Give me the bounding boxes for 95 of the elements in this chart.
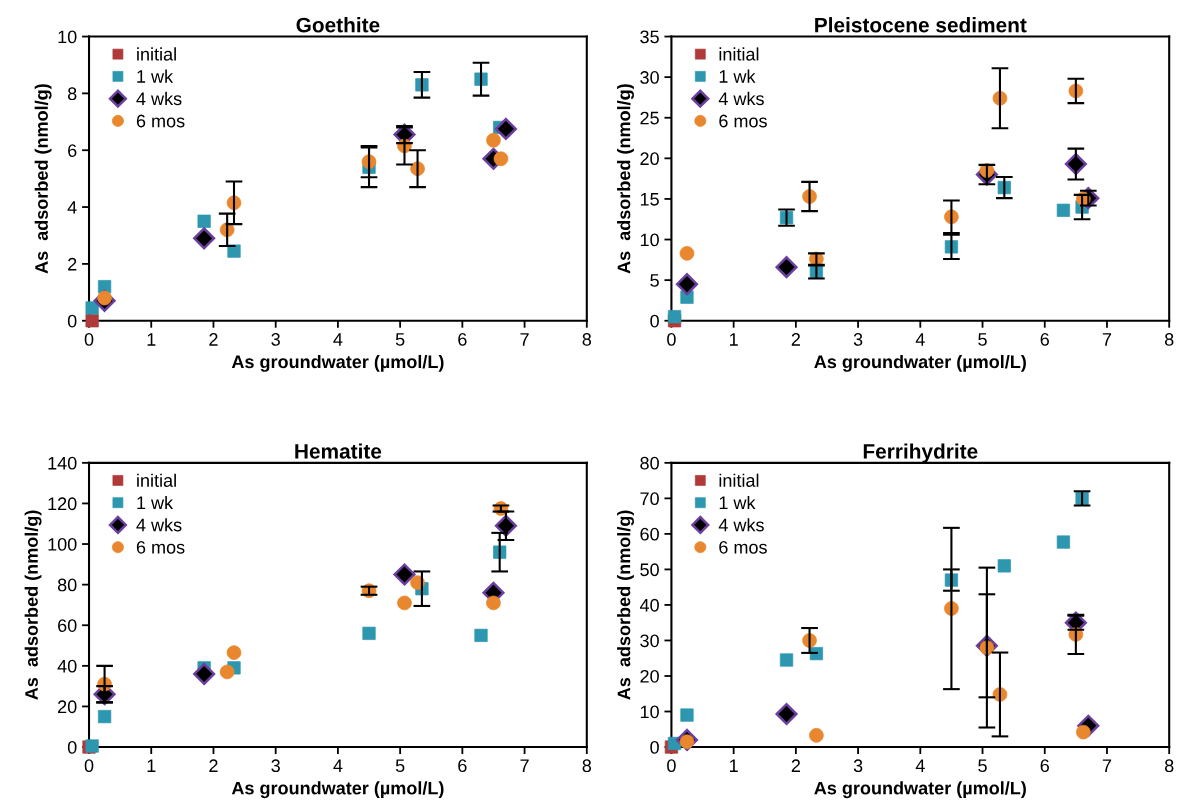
x-tick-label: 5 — [395, 333, 405, 346]
x-tick-label: 7 — [520, 759, 529, 772]
y-tick-label: 35 — [640, 30, 659, 44]
x-tick-label: 0 — [84, 759, 94, 773]
chart-title: Hematite — [295, 443, 382, 459]
x-axis-title: As groundwater (µmol/L) — [231, 781, 444, 799]
y-tick-label: 10 — [58, 30, 77, 44]
y-tick-label: 10 — [640, 233, 659, 247]
y-tick-label: 40 — [639, 598, 659, 612]
x-tick-label: 3 — [853, 333, 863, 346]
x-tick-label: 2 — [209, 759, 218, 772]
x-tick-label: 6 — [458, 759, 467, 773]
legend-label: 6 mos — [719, 540, 767, 554]
y-tick-label: 0 — [67, 314, 77, 328]
x-tick-label: 1 — [730, 759, 738, 772]
x-tick-label: 5 — [395, 759, 405, 773]
y-tick-label: 0 — [650, 314, 659, 328]
y-tick-label: 20 — [58, 700, 77, 714]
y-tick-label: 30 — [640, 71, 659, 84]
x-tick-label: 2 — [209, 333, 218, 346]
legend-label: initial — [719, 473, 759, 487]
y-axis-title: As adsorbed (nmol/g) — [617, 84, 634, 274]
x-axis-title: As groundwater (µmol/L) — [231, 354, 444, 372]
x-tick-label: 8 — [582, 759, 592, 773]
legend-label: 6 mos — [719, 114, 767, 128]
legend-label: initial — [137, 47, 176, 61]
legend-label: 1 wk — [137, 69, 174, 83]
x-tick-label: 7 — [1102, 759, 1112, 772]
x-tick-label: 3 — [271, 333, 280, 346]
y-tick-label: 80 — [57, 578, 77, 592]
x-tick-label: 4 — [333, 759, 343, 772]
x-tick-label: 6 — [1040, 333, 1049, 346]
x-axis-title: As groundwater (µmol/L) — [814, 781, 1026, 799]
y-tick-label: 0 — [67, 740, 77, 754]
y-tick-label: 120 — [48, 497, 77, 511]
x-tick-label: 4 — [333, 333, 343, 346]
y-axis-title: As adsorbed (nmol/g) — [617, 510, 634, 700]
y-tick-label: 100 — [48, 537, 77, 551]
legend-label: 1 wk — [137, 495, 174, 510]
x-tick-label: 4 — [915, 333, 925, 346]
y-tick-label: 10 — [640, 705, 659, 719]
x-tick-label: 3 — [853, 759, 863, 773]
legend-label: 6 mos — [136, 540, 185, 554]
x-tick-label: 0 — [667, 333, 676, 346]
x-tick-label: 6 — [458, 333, 467, 346]
legend-label: initial — [137, 473, 176, 487]
x-tick-label: 5 — [978, 333, 987, 346]
legend-label: 4 wks — [718, 91, 764, 106]
y-tick-label: 50 — [640, 563, 659, 577]
x-tick-label: 6 — [1040, 759, 1049, 773]
y-axis-title: As adsorbed (nmol/g) — [24, 510, 42, 700]
x-tick-label: 1 — [147, 333, 156, 346]
x-tick-label: 0 — [667, 759, 676, 773]
x-tick-label: 2 — [791, 759, 800, 772]
x-axis-title: As groundwater (µmol/L) — [814, 354, 1026, 372]
y-tick-label: 60 — [640, 527, 659, 541]
y-tick-label: 20 — [640, 152, 659, 166]
y-tick-label: 2 — [68, 257, 77, 271]
chart-title: Ferrihydrite — [863, 443, 978, 463]
y-tick-label: 6 — [68, 144, 77, 157]
x-tick-label: 1 — [147, 759, 156, 772]
y-tick-label: 8 — [67, 87, 77, 101]
legend-label: 4 wks — [718, 518, 764, 532]
legend-label: 4 wks — [136, 518, 182, 532]
x-tick-label: 5 — [978, 759, 987, 773]
x-tick-label: 8 — [1164, 759, 1174, 773]
x-tick-label: 1 — [730, 333, 738, 346]
y-tick-label: 4 — [67, 201, 77, 214]
y-tick-label: 5 — [650, 274, 659, 287]
legend-label: 4 wks — [136, 91, 182, 106]
y-tick-label: 140 — [48, 456, 77, 470]
y-tick-label: 20 — [640, 669, 659, 683]
x-tick-label: 8 — [582, 333, 592, 346]
y-tick-label: 80 — [640, 456, 659, 470]
y-tick-label: 0 — [650, 740, 659, 754]
chart-title: Pleistocene sediment — [815, 17, 1027, 33]
y-tick-label: 30 — [640, 634, 659, 648]
legend-label: 6 mos — [136, 114, 185, 128]
y-axis-title: As adsorbed (nmol/g) — [34, 84, 52, 274]
x-tick-label: 7 — [1102, 333, 1112, 346]
legend-label: initial — [719, 47, 759, 61]
x-tick-label: 8 — [1164, 333, 1174, 346]
legend-label: 1 wk — [719, 495, 756, 510]
y-tick-label: 15 — [640, 193, 659, 206]
x-tick-label: 3 — [271, 759, 280, 773]
x-tick-label: 0 — [84, 333, 94, 346]
y-tick-label: 25 — [640, 111, 659, 125]
legend-label: 1 wk — [719, 69, 756, 83]
y-tick-label: 70 — [640, 492, 659, 506]
chart-title: Goethite — [296, 17, 380, 33]
x-tick-label: 7 — [520, 333, 529, 346]
y-tick-label: 60 — [58, 619, 77, 632]
x-tick-label: 4 — [915, 759, 925, 772]
x-tick-label: 2 — [791, 333, 800, 346]
y-tick-label: 40 — [57, 659, 77, 673]
